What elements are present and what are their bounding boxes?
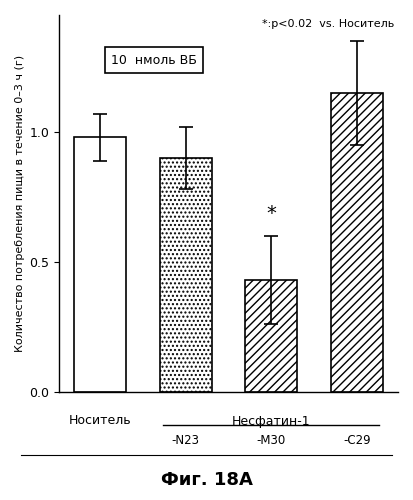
- Text: -M30: -M30: [256, 434, 286, 448]
- Bar: [245, 280, 297, 392]
- Text: Несфатин-1: Несфатин-1: [232, 414, 311, 428]
- Text: Фиг. 18A: Фиг. 18A: [161, 471, 252, 489]
- Text: 10  нмоль ВБ: 10 нмоль ВБ: [111, 54, 197, 66]
- Text: *: *: [266, 204, 276, 223]
- Bar: [74, 137, 126, 392]
- Y-axis label: Количество потребления пищи в течение 0–3 ч (г): Количество потребления пищи в течение 0–…: [15, 55, 25, 352]
- Text: -C29: -C29: [343, 434, 371, 448]
- Text: *:p<0.02  vs. Носитель: *:p<0.02 vs. Носитель: [262, 19, 394, 29]
- Bar: [331, 93, 383, 392]
- Bar: [159, 158, 212, 392]
- Text: Носитель: Носитель: [69, 414, 131, 428]
- Text: -N23: -N23: [171, 434, 199, 448]
